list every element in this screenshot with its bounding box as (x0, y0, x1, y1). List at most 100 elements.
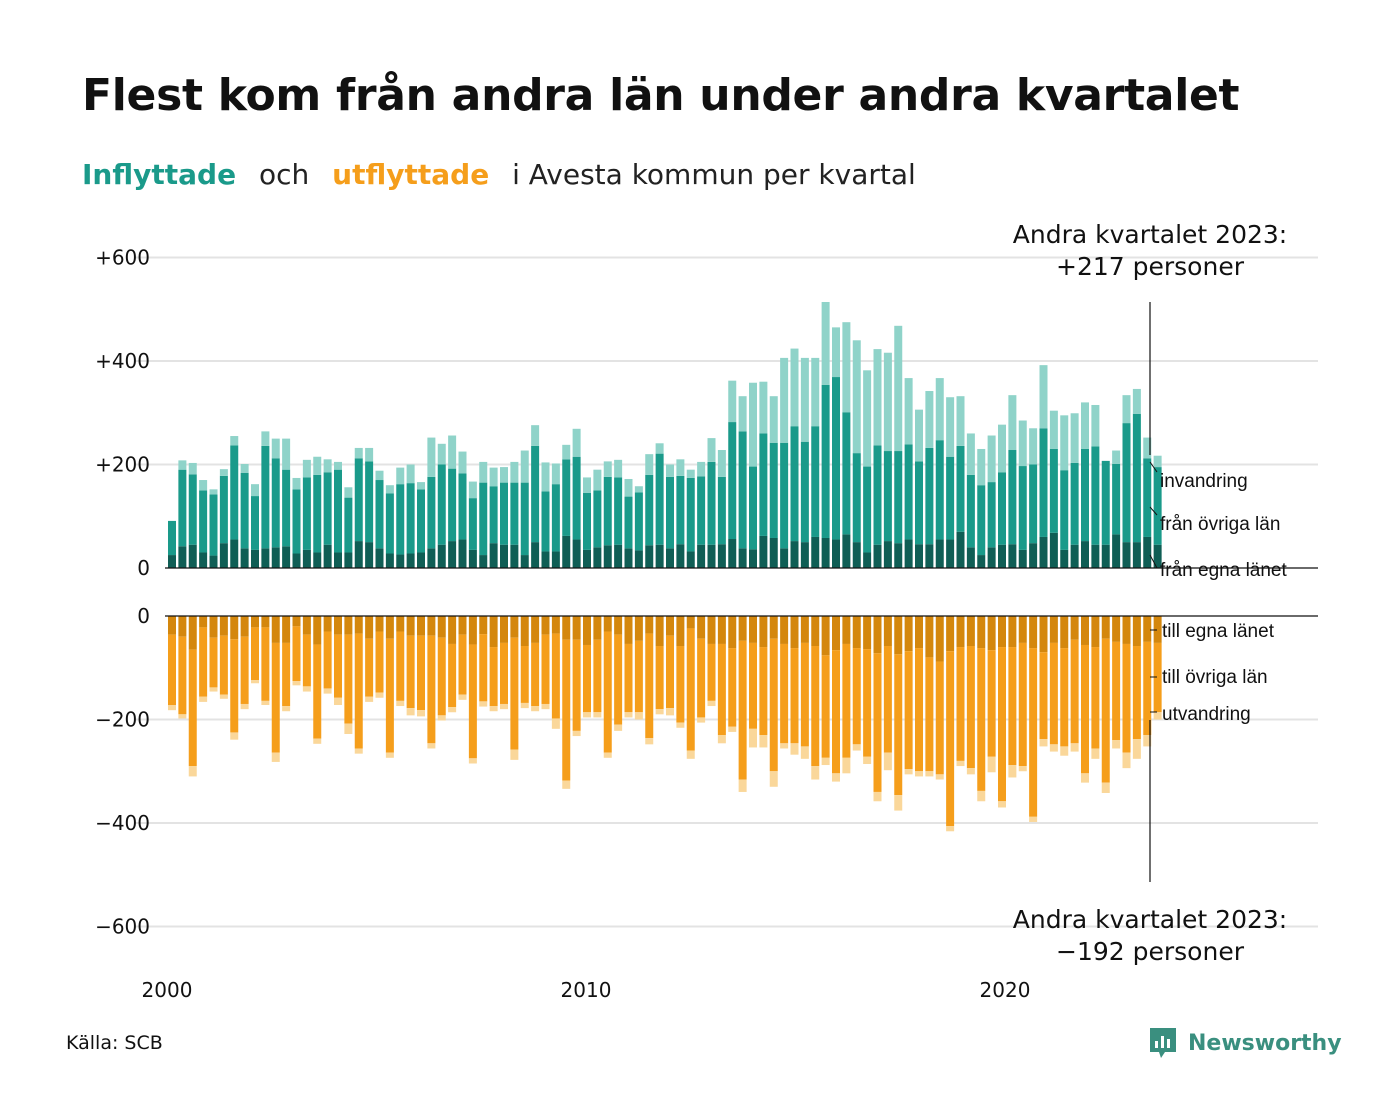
outflow-bar-till-egna-länet (323, 616, 332, 632)
outflow-bar-till-egna-länet (717, 616, 726, 644)
outflow-bar-till-övriga-län (686, 628, 695, 751)
outflow-bar-utvandring (832, 773, 840, 782)
outflow-bar-till-övriga-län (334, 634, 342, 698)
inflow-bar-från-övriga-län (531, 445, 540, 543)
subtitle-rest: i Avesta kommun per kvartal (512, 158, 916, 191)
outflow-bar-till-egna-länet (666, 616, 674, 636)
inflow-bar-från-egna-länet (209, 555, 218, 568)
inflow-bar-invandring (863, 370, 872, 467)
inflow-bar-invandring (375, 470, 384, 481)
inflow-bar-från-egna-länet (883, 541, 892, 568)
x-tick-label: 2010 (561, 978, 612, 1002)
outflow-bar-till-övriga-län (717, 643, 726, 736)
outflow-bar-utvandring (479, 701, 488, 707)
inflow-bar-från-övriga-län (562, 459, 571, 536)
outflow-bar-utvandring (925, 771, 934, 777)
inflow-bar-från-övriga-län (966, 474, 975, 548)
inflow-bar-från-egna-länet (863, 552, 872, 568)
outflow-bar-till-övriga-län (790, 648, 799, 744)
inflow-bar-invandring (686, 469, 695, 478)
inflow-bar-från-övriga-län (240, 472, 249, 549)
inflow-bar-från-egna-länet (188, 544, 197, 568)
outflow-bar-utvandring (437, 715, 446, 721)
inflow-bar-från-egna-länet (1122, 542, 1131, 568)
outflow-bar-utvandring (717, 735, 726, 744)
outflow-bar-utvandring (240, 703, 249, 710)
outflow-annotation-line2: −192 personer (1056, 937, 1245, 966)
outflow-bar-utvandring (769, 771, 778, 787)
y-tick-label-out: −400 (95, 811, 150, 835)
inflow-bar-från-övriga-län (541, 491, 550, 552)
inflow-bar-från-egna-länet (821, 537, 830, 568)
outflow-bar-till-övriga-län (873, 653, 882, 792)
outflow-bar-utvandring (603, 752, 612, 758)
inflow-bar-från-egna-länet (873, 544, 882, 568)
newsworthy-logo-text: Newsworthy (1188, 1030, 1342, 1056)
outflow-bar-utvandring (427, 743, 436, 749)
outflow-bar-utvandring (302, 686, 311, 692)
outflow-bar-utvandring (365, 696, 374, 702)
segment-labels: från egna länet från övriga län invandring… (1149, 461, 1287, 725)
outflow-bar-till-övriga-län (946, 651, 955, 827)
inflow-bar-från-övriga-län (956, 445, 965, 532)
inflow-bar-från-övriga-län (219, 475, 228, 544)
outflow-bar-till-egna-länet (417, 616, 425, 636)
inflow-bar-från-övriga-län (572, 456, 581, 540)
outflow-bar-till-egna-länet (749, 616, 757, 643)
outflow-bar-utvandring (966, 768, 975, 775)
inflow-bar-från-egna-länet (531, 542, 540, 568)
inflow-bar-från-egna-länet (1081, 541, 1089, 568)
inflow-bar-invandring (219, 469, 228, 476)
outflow-bar-till-övriga-län (894, 654, 903, 796)
outflow-bar-till-egna-länet (603, 616, 612, 632)
outflow-bar-utvandring (811, 766, 820, 780)
outflow-bar-till-övriga-län (354, 633, 363, 749)
inflow-bar-invandring (780, 357, 789, 443)
inflow-bar-från-övriga-län (427, 476, 436, 549)
outflow-bar-till-övriga-län (1091, 647, 1100, 749)
inflow-bar-från-egna-länet (437, 544, 446, 568)
outflow-bar-till-egna-länet (375, 616, 384, 632)
inflow-bar-invandring (666, 464, 674, 477)
inflow-bar-från-övriga-län (178, 469, 187, 547)
inflow-bar-invandring (240, 463, 249, 473)
outflow-bar-till-egna-länet (987, 616, 996, 651)
outflow-bar-till-övriga-län (375, 631, 384, 693)
inflow-bar-invandring (842, 322, 851, 413)
inflow-bar-från-övriga-län (396, 484, 405, 555)
inflow-bar-invandring (1112, 450, 1121, 464)
zero-baselines (165, 567, 1318, 617)
inflow-bar-från-övriga-län (759, 433, 768, 536)
inflow-bar-från-egna-länet (541, 551, 550, 568)
inflow-bar-invandring (769, 396, 778, 443)
outflow-bar-till-egna-länet (946, 616, 955, 652)
outflow-bar-utvandring (334, 697, 342, 706)
inflow-bar-från-övriga-län (302, 477, 311, 550)
outflow-bar-utvandring (1008, 765, 1017, 778)
outflow-bar-utvandring (873, 791, 882, 802)
outflow-bar-utvandring (1039, 739, 1048, 747)
inflow-bar-invandring (1122, 395, 1131, 424)
inflow-bar-från-övriga-län (593, 490, 602, 548)
subtitle-out-word: utflyttade (332, 158, 490, 191)
outflow-bar-till-egna-länet (551, 616, 560, 634)
outflow-bar-till-egna-länet (873, 616, 882, 654)
outflow-bar-till-övriga-län (168, 634, 176, 706)
outflow-bar-till-egna-länet (645, 616, 654, 634)
outflow-bar-till-egna-länet (541, 616, 550, 635)
outflow-bar-till-övriga-län (1081, 644, 1089, 774)
y-tick-label-out: 0 (137, 604, 150, 628)
outflow-bar-utvandring (520, 702, 529, 709)
outflow-bar-till-övriga-län (1018, 642, 1027, 767)
inflow-bar-från-egna-länet (334, 552, 342, 568)
outflow-bar-utvandring (458, 694, 467, 700)
outflow-bar-till-övriga-län (562, 639, 571, 781)
outflow-bar-till-egna-länet (261, 616, 270, 628)
inflow-bar-från-egna-länet (946, 539, 955, 568)
outflow-bar-till-övriga-län (323, 631, 332, 689)
subtitle-in-word: Inflyttade (82, 158, 237, 191)
outflow-bar-till-övriga-län (458, 634, 467, 695)
outflow-bar-till-egna-länet (1101, 616, 1110, 639)
outflow-bar-utvandring (572, 730, 581, 737)
outflow-bar-till-övriga-län (904, 651, 913, 770)
